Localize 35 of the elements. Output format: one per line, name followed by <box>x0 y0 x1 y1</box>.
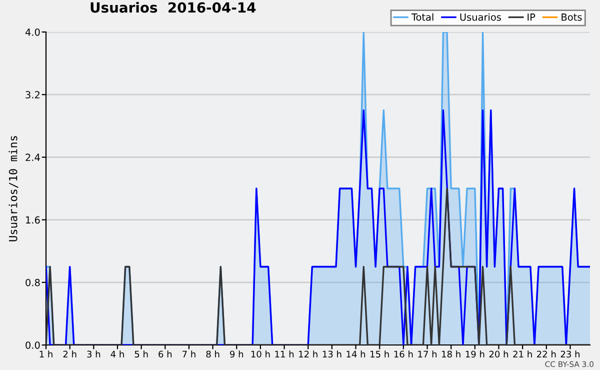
x-tick-label: 18 h <box>442 350 460 358</box>
x-tick-label: 10 h <box>251 350 270 358</box>
x-tick-label: 6 h <box>158 350 172 358</box>
x-tick-label: 5 h <box>134 350 148 358</box>
x-tick-label: 11 h <box>275 350 294 358</box>
legend-label: IP <box>528 14 536 21</box>
x-tick-label: 7 h <box>182 350 196 358</box>
x-tick-label: 12 h <box>299 350 318 358</box>
x-tick-label: 22 h <box>537 350 556 358</box>
x-tick-label: 9 h <box>230 350 244 358</box>
x-tick-label: 23 h <box>560 350 580 358</box>
y-tick-label: 2.4 <box>26 154 40 161</box>
x-tick-label: 19 h <box>466 350 484 358</box>
x-tick-label: 2 h <box>63 350 76 358</box>
y-axis-title: Usuarios/10 mins <box>8 136 18 242</box>
x-tick-label: 8 h <box>206 350 220 358</box>
x-tick-label: 14 h <box>346 350 366 358</box>
x-tick-label: 15 h <box>370 350 389 358</box>
y-tick-label: 0.0 <box>26 341 40 349</box>
y-tick-label: 4.0 <box>25 28 40 36</box>
x-tick-label: 1 h <box>40 350 52 358</box>
y-tick-label: 3.2 <box>26 91 40 98</box>
y-tick-label: 1.6 <box>26 216 40 224</box>
x-tick-label: 17 h <box>418 350 437 358</box>
legend-label: Usuarios <box>460 13 501 21</box>
x-tick-label: 21 h <box>513 350 532 358</box>
x-tick-label: 13 h <box>322 350 342 358</box>
x-tick-label: 20 h <box>489 350 508 358</box>
x-tick-label: 3 h <box>87 350 100 358</box>
chart-title: Usuarios 2016-04-14 <box>90 2 256 13</box>
y-tick-label: 0.8 <box>26 278 40 286</box>
legend-label: Bots <box>562 14 582 21</box>
x-tick-label: 4 h <box>110 350 124 358</box>
x-tick-label: 16 h <box>394 350 413 358</box>
legend-label: Total <box>411 13 434 21</box>
